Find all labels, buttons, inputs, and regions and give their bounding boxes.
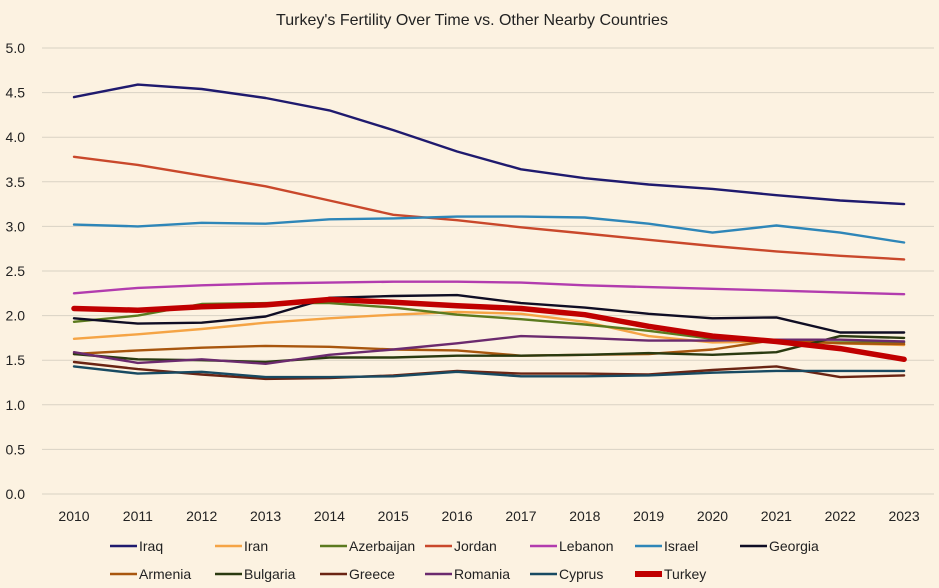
x-tick-label: 2017 <box>505 508 536 524</box>
legend: Iraq Iran Azerbaijan Jordan Lebanon Israel Geo… <box>110 538 819 582</box>
x-tick-label: 2018 <box>569 508 600 524</box>
legend-item-iraq: Iraq <box>110 538 163 554</box>
legend-item-armenia: Armenia <box>110 566 191 582</box>
y-tick-label: 0.0 <box>6 486 26 502</box>
x-tick-label: 2010 <box>58 508 89 524</box>
x-tick-label: 2020 <box>697 508 728 524</box>
x-tick-label: 2015 <box>378 508 409 524</box>
series-line-cyprus <box>72 365 906 379</box>
series-line-georgia <box>72 293 906 334</box>
series-line-iraq <box>72 83 906 206</box>
legend-label: Greece <box>349 566 395 582</box>
x-tick-label: 2013 <box>250 508 281 524</box>
y-tick-label: 5.0 <box>6 40 26 56</box>
legend-item-lebanon: Lebanon <box>530 538 614 554</box>
legend-label: Israel <box>664 538 698 554</box>
series-line-turkey <box>71 296 907 363</box>
gridlines <box>42 47 934 495</box>
series-line-greece <box>72 360 906 381</box>
legend-item-cyprus: Cyprus <box>530 566 603 582</box>
x-tick-label: 2014 <box>314 508 345 524</box>
y-tick-label: 2.5 <box>6 263 26 279</box>
legend-label: Iraq <box>139 538 163 554</box>
y-tick-label: 3.0 <box>6 218 26 234</box>
x-tick-label: 2011 <box>123 508 153 524</box>
x-tick-label: 2016 <box>442 508 473 524</box>
y-tick-label: 4.0 <box>6 129 26 145</box>
x-tick-label: 2012 <box>186 508 217 524</box>
legend-label: Iran <box>244 538 268 554</box>
y-tick-label: 0.5 <box>6 441 26 457</box>
legend-item-jordan: Jordan <box>425 538 497 554</box>
legend-item-bulgaria: Bulgaria <box>215 566 296 582</box>
legend-item-iran: Iran <box>215 538 268 554</box>
legend-item-turkey: Turkey <box>635 566 706 582</box>
x-tick-label: 2021 <box>761 508 792 524</box>
y-axis-tick-labels: 0.0 0.5 1.0 1.5 2.0 2.5 3.0 3.5 4.0 4.5 5.0 <box>6 40 26 502</box>
x-tick-label: 2022 <box>825 508 856 524</box>
legend-label: Romania <box>454 566 510 582</box>
legend-item-greece: Greece <box>320 566 395 582</box>
x-axis-tick-labels: 2010 2011 2012 2013 2014 2015 2016 2017 2018 2019… <box>58 508 919 524</box>
y-tick-label: 4.5 <box>6 85 26 101</box>
series-line-lebanon <box>72 280 906 296</box>
legend-label: Lebanon <box>559 538 614 554</box>
legend-item-azerbaijan: Azerbaijan <box>320 538 415 554</box>
y-tick-label: 3.5 <box>6 174 26 190</box>
legend-label: Bulgaria <box>244 566 296 582</box>
y-tick-label: 1.5 <box>6 352 26 368</box>
y-tick-label: 2.0 <box>6 308 26 324</box>
series-line-jordan <box>72 155 906 261</box>
legend-label: Georgia <box>769 538 819 554</box>
legend-label: Jordan <box>454 538 497 554</box>
x-tick-label: 2023 <box>888 508 919 524</box>
legend-label: Armenia <box>139 566 191 582</box>
series-line-israel <box>72 215 906 244</box>
legend-item-israel: Israel <box>635 538 698 554</box>
legend-label: Turkey <box>664 566 706 582</box>
x-tick-label: 2019 <box>633 508 664 524</box>
legend-label: Azerbaijan <box>349 538 415 554</box>
legend-label: Cyprus <box>559 566 603 582</box>
legend-item-romania: Romania <box>425 566 510 582</box>
chart-title: Turkey's Fertility Over Time vs. Other N… <box>276 12 668 29</box>
legend-item-georgia: Georgia <box>740 538 819 554</box>
y-tick-label: 1.0 <box>6 397 26 413</box>
series-lines <box>71 83 907 381</box>
